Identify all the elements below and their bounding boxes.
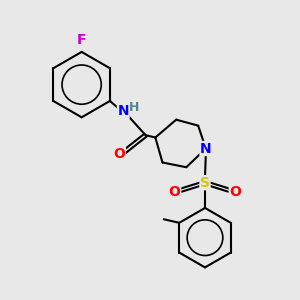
Text: S: S	[200, 176, 210, 190]
Text: F: F	[77, 33, 86, 46]
Text: O: O	[230, 184, 241, 199]
Text: H: H	[129, 101, 140, 114]
Text: O: O	[169, 184, 181, 199]
Text: N: N	[117, 104, 129, 118]
Text: O: O	[113, 148, 125, 161]
Text: N: N	[200, 142, 212, 155]
